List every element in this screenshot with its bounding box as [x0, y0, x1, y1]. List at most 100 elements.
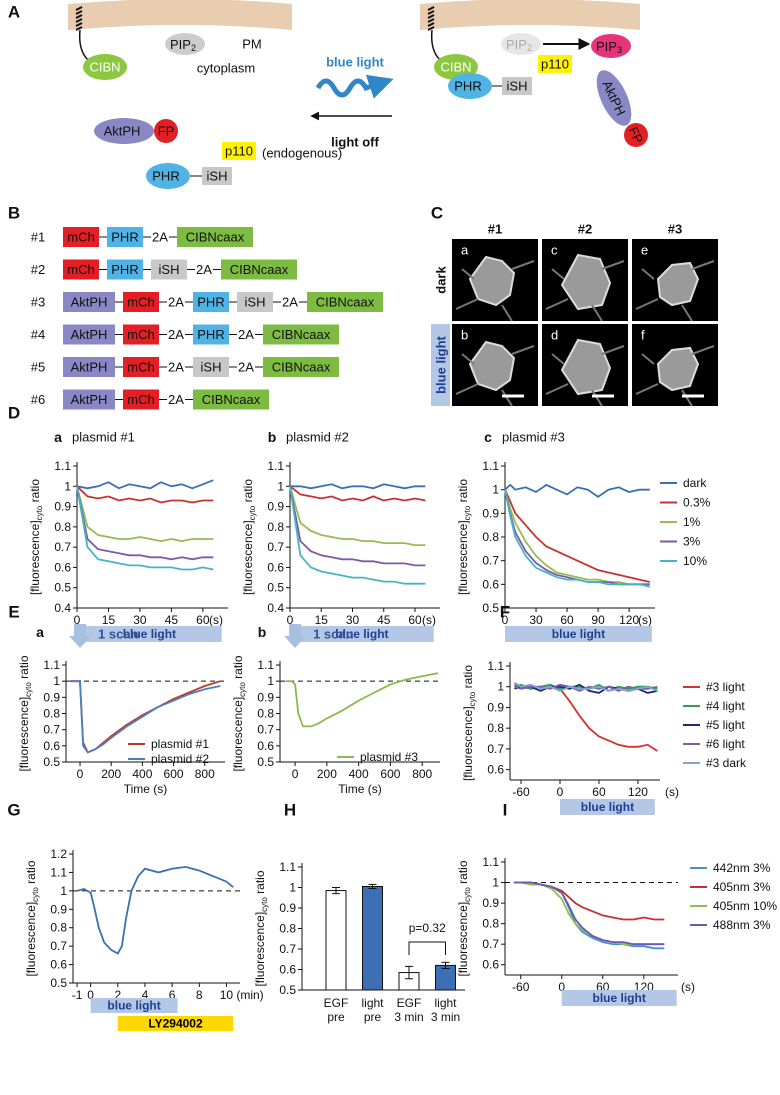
tile-label: e — [641, 243, 648, 258]
chart-title: plasmid #3 — [502, 430, 565, 445]
series-line — [513, 881, 665, 950]
x-tick-label: 3 min — [394, 1010, 423, 1024]
label-sub: cyto — [35, 505, 44, 520]
x-tick-label: 0 — [74, 613, 81, 627]
light-bar-label: blue light — [593, 991, 646, 1005]
part-label: 2A — [238, 360, 254, 375]
y-tick-label: 0.5 — [482, 601, 499, 615]
tile-label: f — [641, 328, 645, 343]
y-axis-label: [fluorescence]cyto ratio — [461, 665, 477, 781]
part-label: iSH — [201, 360, 222, 375]
part-label: PHR — [197, 327, 224, 342]
x-tick-label: 10 — [220, 988, 234, 1002]
chart-label: a — [54, 429, 62, 445]
light-bar — [90, 998, 178, 1013]
cell-body — [560, 253, 612, 311]
label-tail: ratio — [456, 860, 470, 887]
legend-label: 405nm 3% — [713, 880, 771, 894]
cytoplasm-label: cytoplasm — [197, 61, 256, 76]
y-tick-label: 0.9 — [482, 506, 499, 520]
cell — [455, 255, 535, 322]
y-axis-label: [fluorescence]cyto ratio — [24, 860, 40, 976]
panel-a-right: CIBN PIP2 PIP3 p110 PHR iSH AktPH FP — [420, 0, 648, 147]
series-line — [76, 485, 214, 504]
y-tick-label: 1 — [60, 884, 67, 898]
y-tick-label: 0.5 — [267, 581, 284, 595]
construct-part — [123, 357, 159, 377]
part-label: CIBNcaax — [272, 360, 331, 375]
construct-part — [263, 324, 339, 345]
protein-label: iSH — [507, 79, 528, 94]
series-line — [285, 672, 439, 728]
y-tick-label: 0.6 — [50, 958, 67, 972]
construct-label: #1 — [31, 230, 45, 245]
label-sub: cyto — [24, 682, 33, 697]
construct-label: #5 — [31, 360, 45, 375]
scan-arrow — [69, 624, 92, 648]
construct-part — [151, 259, 187, 280]
light-bar — [560, 799, 655, 815]
y-tick-label: 1 — [492, 483, 499, 497]
chart-title: plasmid #2 — [286, 430, 349, 445]
legend-label: 405nm 10% — [713, 899, 777, 913]
series-line — [289, 485, 426, 502]
panel-letter: E — [8, 603, 19, 622]
cell-process — [455, 345, 535, 407]
x-axis-label: Time (s) — [124, 782, 168, 796]
y-tick-label: 1.2 — [50, 847, 67, 861]
legend-label: 1% — [683, 515, 701, 529]
y-tick-label: 0.8 — [54, 520, 71, 534]
label-sub: cyto — [260, 897, 269, 912]
panel-a-middle: blue light light off — [310, 55, 394, 150]
tile-label: c — [551, 243, 558, 258]
protein-label: CIBN — [89, 60, 120, 75]
construct-part — [177, 227, 253, 247]
cibn-shape — [83, 54, 127, 80]
x-tick-label: 30 — [346, 613, 360, 627]
cell — [635, 345, 715, 407]
cell-body — [560, 338, 612, 396]
protein-label: PIP2 — [506, 37, 532, 54]
x-tick-label: 0 — [292, 767, 299, 781]
y-tick-label: 0.7 — [279, 942, 296, 956]
label-main: [fluorescence] — [456, 902, 470, 977]
x-tick-label: 15 — [315, 613, 329, 627]
protein-label: FP — [626, 124, 647, 145]
y-tick-label: 1 — [497, 680, 504, 694]
y-tick-label: 1 — [289, 881, 296, 895]
y-axis-label: [fluorescence]cyto ratio — [241, 479, 257, 595]
light-bar — [117, 1016, 234, 1031]
y-tick-label: 0.6 — [487, 763, 504, 777]
construct-label: #4 — [31, 327, 45, 342]
part-label: AktPH — [71, 392, 108, 407]
legend-label: 3% — [683, 535, 701, 549]
legend-label: #6 light — [706, 737, 745, 751]
y-tick-label: 0.6 — [482, 958, 499, 972]
cell-process — [635, 260, 715, 322]
cell-body — [468, 340, 516, 392]
legend-label: 442nm 3% — [713, 861, 771, 875]
construct-part — [63, 259, 99, 280]
label-main: PIP — [170, 37, 191, 52]
panel-letter: D — [8, 404, 20, 423]
x-tick-label: light — [361, 996, 384, 1010]
p-value: p=0.32 — [409, 921, 446, 935]
chart-label: c — [484, 429, 492, 445]
x-tick-label: 120 — [619, 613, 639, 627]
protein-label: iSH — [207, 169, 228, 184]
x-tick-label: EGF — [397, 996, 422, 1010]
y-tick-label: 0.8 — [267, 520, 284, 534]
part-label: AktPH — [71, 295, 108, 310]
part-label: 2A — [168, 295, 184, 310]
series-line — [76, 486, 214, 571]
label-tail: ratio — [231, 655, 245, 682]
part-label: 2A — [282, 295, 298, 310]
y-tick-label: 1.1 — [279, 860, 296, 874]
legend-label: #5 light — [706, 718, 745, 732]
x-tick-label: 400 — [349, 767, 369, 781]
cell-body — [656, 346, 700, 392]
label-main: PIP — [506, 37, 527, 52]
series-line — [514, 683, 658, 752]
y-axis-label: [fluorescence]cyto ratio — [231, 655, 247, 771]
y-tick-label: 1 — [267, 674, 274, 688]
